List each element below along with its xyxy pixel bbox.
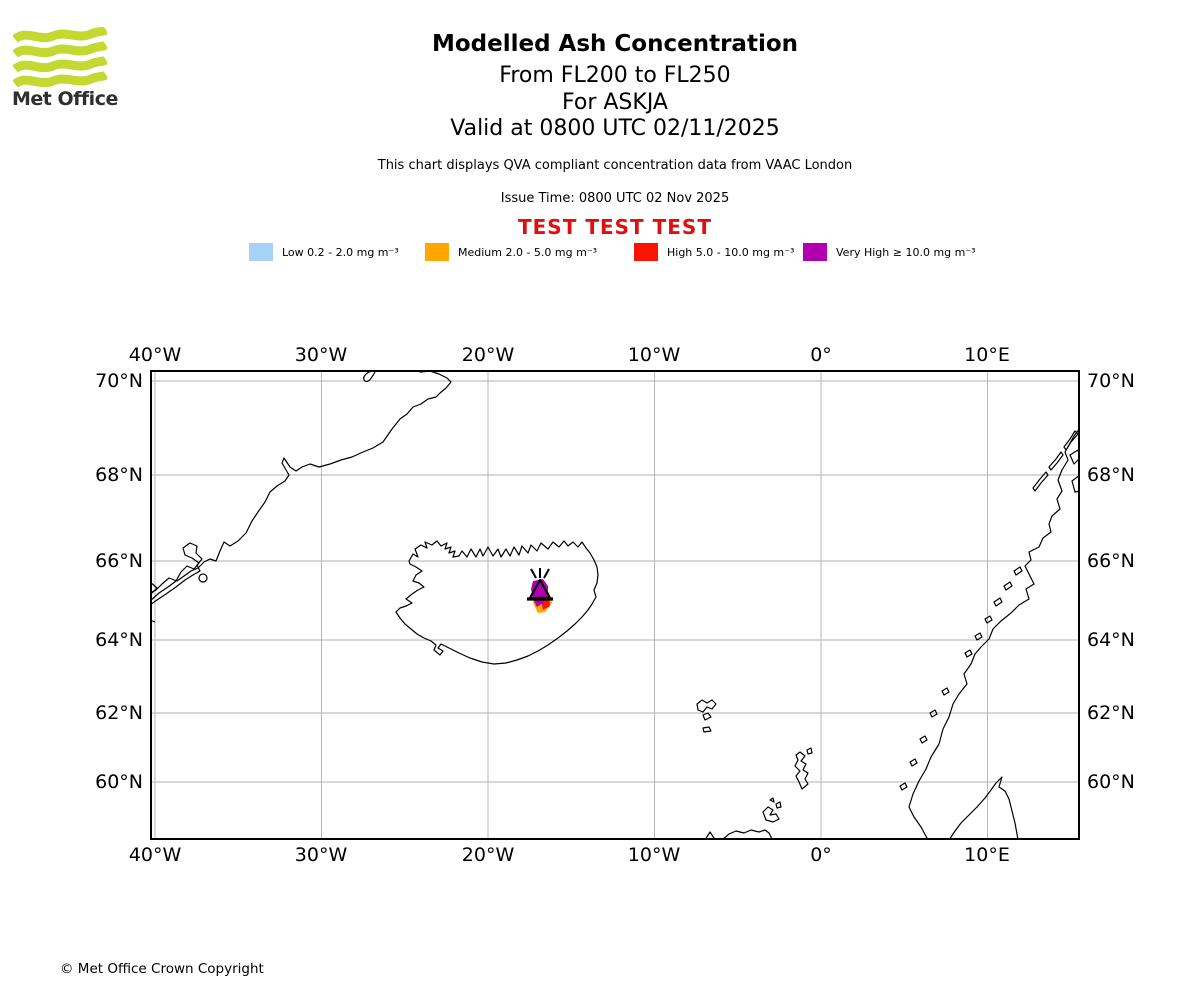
- legend-item-low: Low 0.2 - 2.0 mg m⁻³: [249, 243, 399, 261]
- lat-tick-left-60n: 60°N: [95, 771, 143, 793]
- coastline-faroes: [696, 699, 717, 733]
- coastline-greenland-scoresby: [363, 370, 376, 382]
- lat-tick-right-62n: 62°N: [1087, 702, 1135, 724]
- lat-tick-right-68n: 68°N: [1087, 464, 1135, 486]
- legend-item-very-high: Very High ≥ 10.0 mg m⁻³: [803, 243, 976, 261]
- lat-tick-right-66n: 66°N: [1087, 550, 1135, 572]
- lon-tick-bottom-20w: 20°W: [461, 844, 515, 866]
- issue-time: Issue Time: 0800 UTC 02 Nov 2025: [500, 191, 730, 206]
- legend-swatch-very-high: [803, 243, 827, 261]
- lon-tick-top-0: 0°: [810, 344, 832, 366]
- coastline-iceland: [395, 540, 599, 665]
- norway-skerries: [899, 566, 1023, 791]
- test-banner: TEST TEST TEST: [518, 215, 712, 239]
- coastline-norway-west: [908, 427, 1080, 840]
- lon-tick-top-40w: 40°W: [128, 344, 182, 366]
- lon-tick-bottom-10w: 10°W: [627, 844, 681, 866]
- map-canvas: [150, 370, 1080, 840]
- lat-tick-left-70n: 70°N: [95, 370, 143, 392]
- lat-tick-left-68n: 68°N: [95, 464, 143, 486]
- graticule-gridlines: [151, 371, 1079, 839]
- lon-tick-top-30w: 30°W: [294, 344, 348, 366]
- coastline-greenland: [150, 370, 452, 594]
- lon-tick-bottom-30w: 30°W: [294, 844, 348, 866]
- map-frame: [150, 370, 1080, 840]
- lon-tick-top-10w: 10°W: [627, 344, 681, 366]
- legend-swatch-high: [634, 243, 658, 261]
- met-office-wordmark: Met Office: [12, 88, 118, 110]
- coastline-norway-south: [948, 776, 1019, 840]
- legend-label-low: Low 0.2 - 2.0 mg m⁻³: [282, 245, 399, 259]
- lon-tick-top-10e: 10°E: [964, 344, 1010, 366]
- lon-tick-top-20w: 20°W: [461, 344, 515, 366]
- valid-time: Valid at 0800 UTC 02/11/2025: [450, 116, 780, 141]
- lon-tick-bottom-0: 0°: [810, 844, 832, 866]
- legend-swatch-low: [249, 243, 273, 261]
- chart-title: Modelled Ash Concentration: [431, 31, 799, 57]
- legend-label-very-high: Very High ≥ 10.0 mg m⁻³: [836, 245, 976, 259]
- copyright-notice: © Met Office Crown Copyright: [60, 961, 264, 977]
- lat-tick-right-60n: 60°N: [1087, 771, 1135, 793]
- legend-item-high: High 5.0 - 10.0 mg m⁻³: [634, 243, 794, 261]
- lon-tick-bottom-40w: 40°W: [128, 844, 182, 866]
- legend-swatch-medium: [425, 243, 449, 261]
- coastline-shetland: [794, 747, 813, 790]
- met-office-waves-icon: [13, 27, 107, 87]
- lat-tick-right-64n: 64°N: [1087, 629, 1135, 651]
- volcano-name: For ASKJA: [562, 90, 668, 115]
- lat-tick-right-70n: 70°N: [1087, 370, 1135, 392]
- coastline-lofoten: [1032, 430, 1080, 493]
- qva-description: This chart displays QVA compliant concen…: [377, 158, 853, 173]
- coastline-greenland-peninsula: [150, 542, 203, 606]
- lat-tick-left-62n: 62°N: [95, 702, 143, 724]
- greenland-islet: [198, 573, 208, 583]
- lat-tick-left-64n: 64°N: [95, 629, 143, 651]
- flight-level-range: From FL200 to FL250: [499, 63, 731, 88]
- volcano-marker-icon: [527, 568, 553, 601]
- lat-tick-left-66n: 66°N: [95, 550, 143, 572]
- legend-item-medium: Medium 2.0 - 5.0 mg m⁻³: [425, 243, 597, 261]
- coastlines: [150, 370, 1080, 840]
- lon-tick-bottom-10e: 10°E: [964, 844, 1010, 866]
- coastline-orkney: [762, 797, 782, 823]
- legend-label-medium: Medium 2.0 - 5.0 mg m⁻³: [458, 245, 598, 259]
- legend-label-high: High 5.0 - 10.0 mg m⁻³: [667, 245, 795, 259]
